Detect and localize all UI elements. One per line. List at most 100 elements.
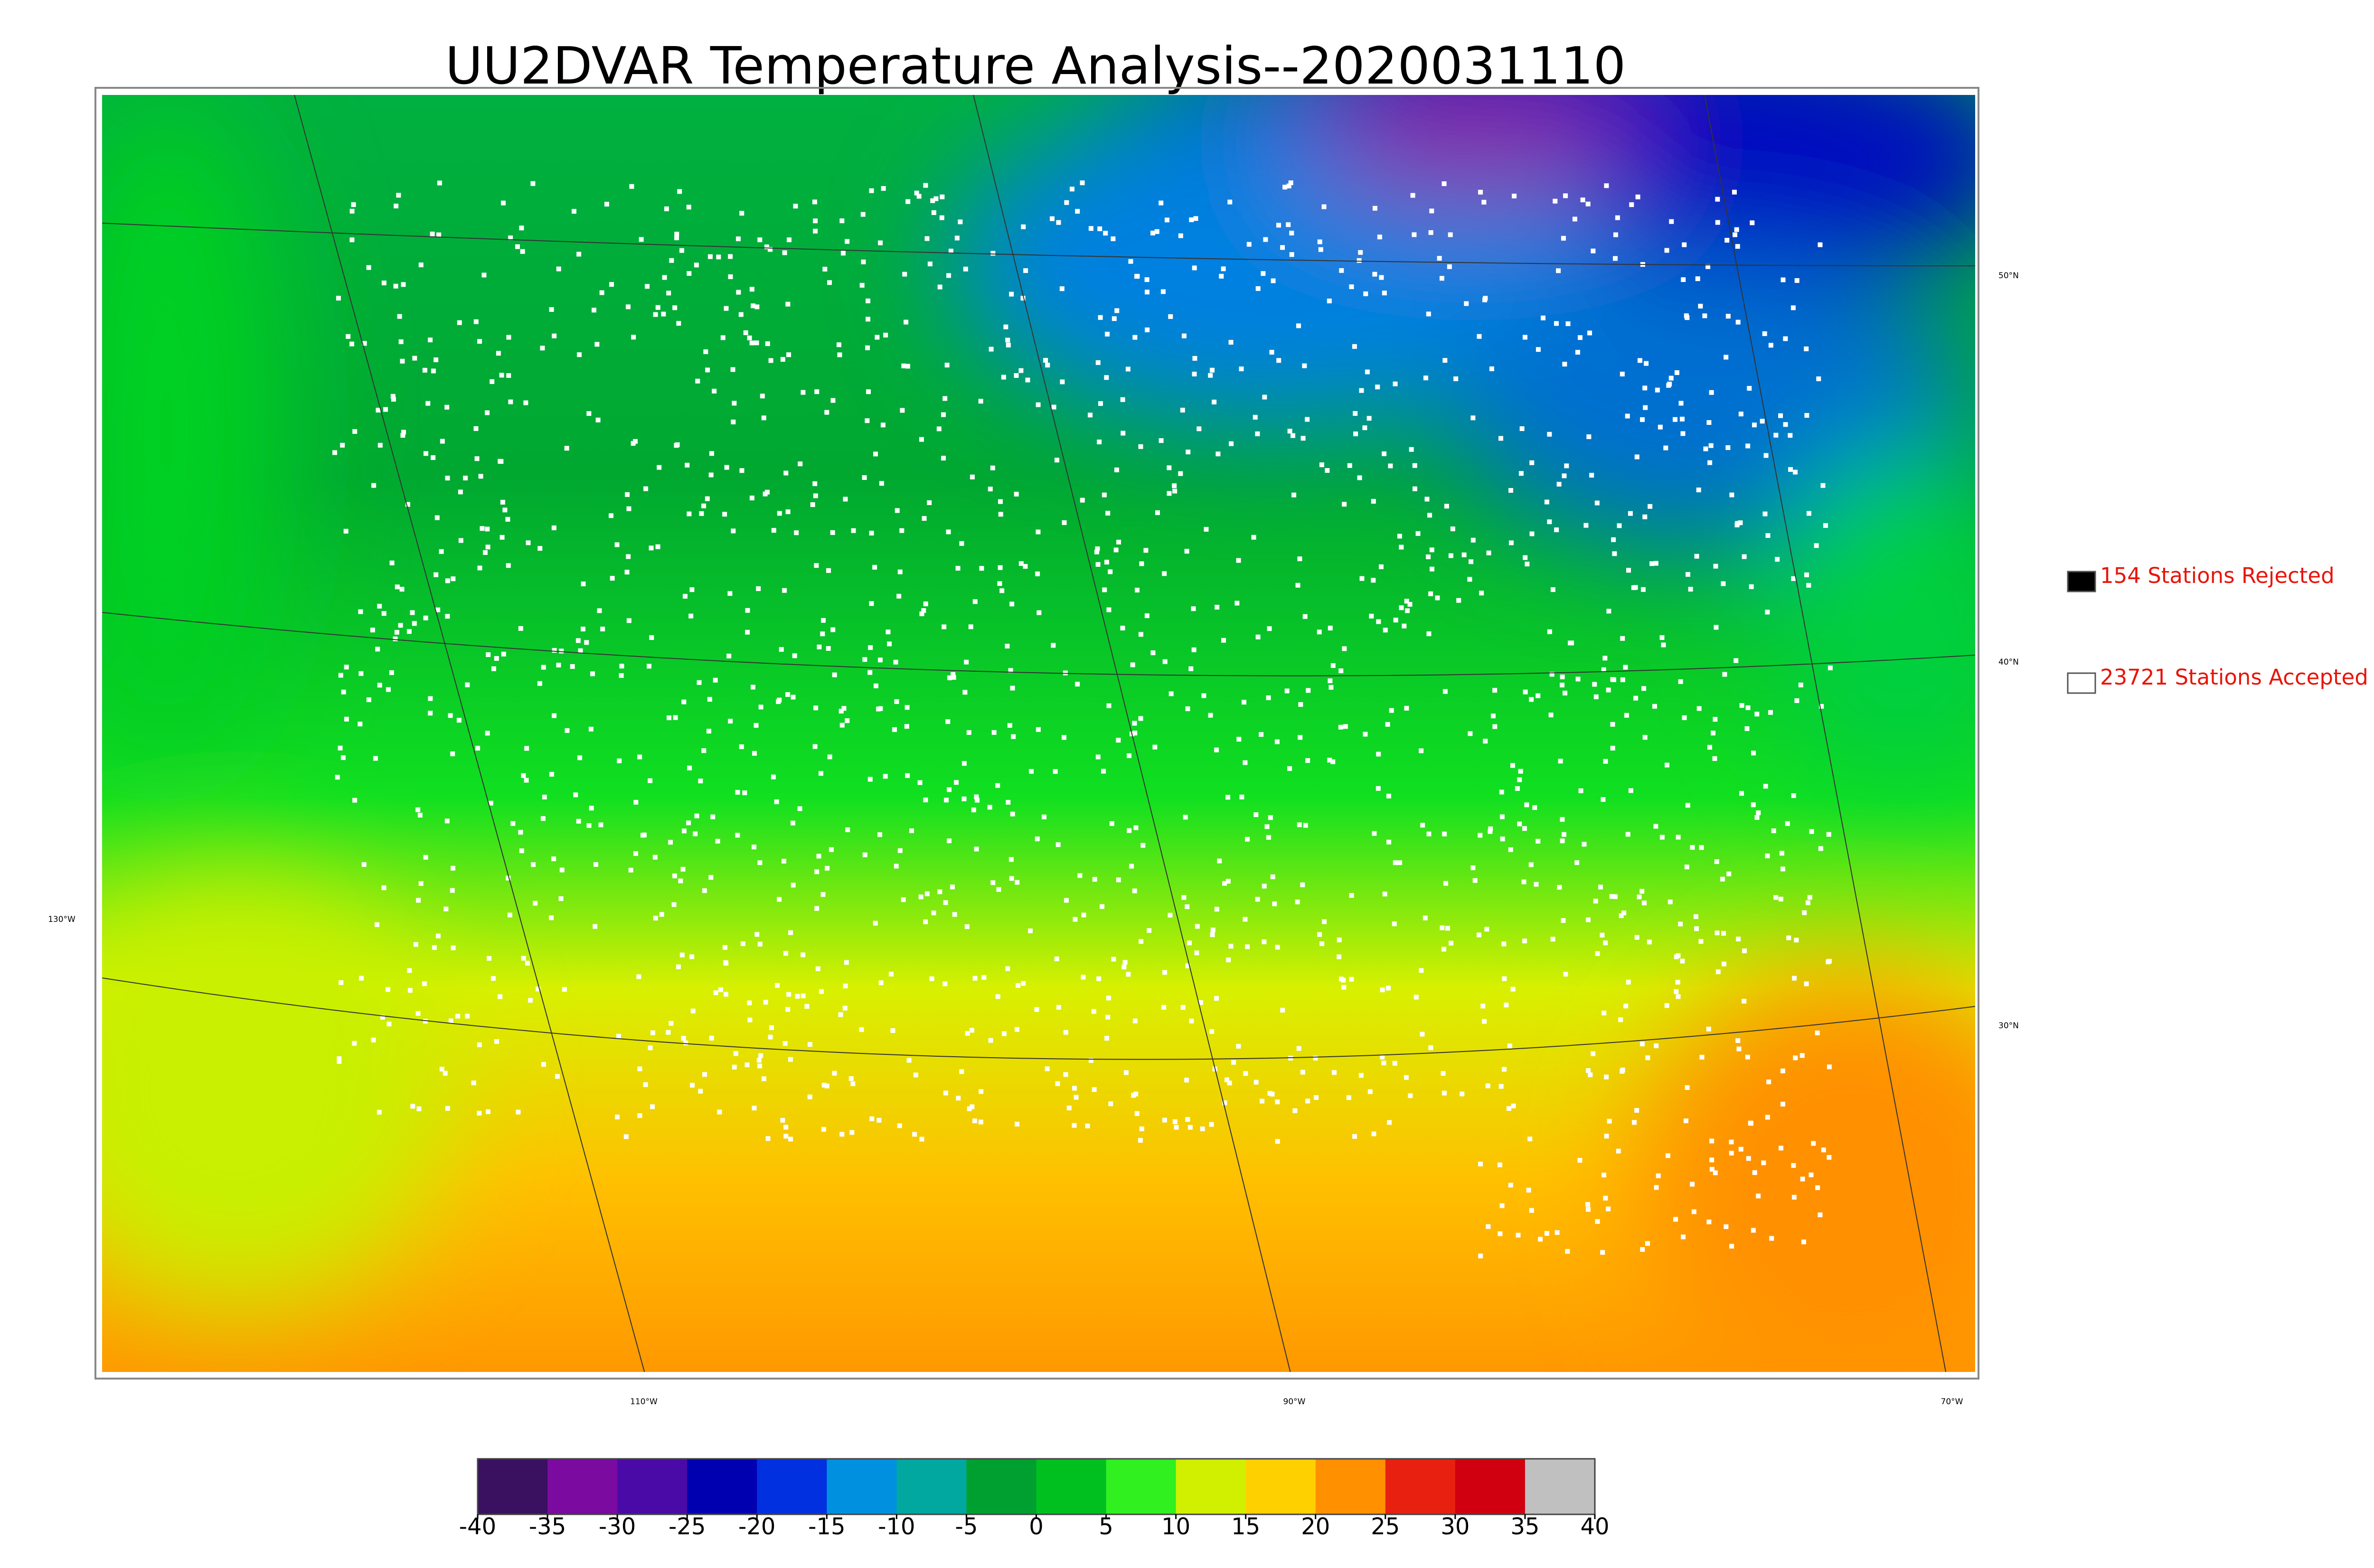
station-dot — [1794, 938, 1799, 943]
station-dot — [510, 821, 516, 826]
station-dot — [1564, 463, 1569, 469]
station-dot — [1371, 578, 1376, 583]
station-dot — [757, 860, 763, 865]
station-dot — [1525, 562, 1530, 567]
station-dot — [1606, 687, 1611, 693]
station-dot — [859, 1027, 864, 1032]
station-dot — [1321, 204, 1327, 209]
station-dot — [1683, 1118, 1688, 1124]
station-dot — [931, 210, 936, 215]
station-dot — [425, 401, 431, 406]
station-dot — [1358, 250, 1363, 255]
station-dot — [923, 798, 928, 803]
station-dot — [749, 287, 754, 292]
station-dot — [1064, 200, 1069, 205]
station-dot — [1713, 717, 1718, 722]
station-dot — [1210, 367, 1215, 373]
station-dot — [1490, 714, 1496, 719]
station-dot — [1721, 961, 1726, 967]
station-dot — [1428, 230, 1433, 235]
station-dot — [647, 664, 652, 669]
legend-label: 154 Stations Rejected — [2100, 563, 2335, 588]
station-dot — [813, 228, 818, 234]
station-dot — [1821, 1147, 1826, 1153]
station-dot — [518, 626, 523, 631]
station-dot — [726, 653, 732, 658]
station-dot — [912, 1132, 917, 1137]
station-dot — [1272, 901, 1277, 907]
colorbar-segment — [617, 1459, 688, 1514]
station-dot — [394, 203, 399, 208]
station-dot — [947, 838, 952, 844]
station-dot — [1445, 926, 1451, 931]
station-dot — [941, 412, 946, 417]
station-dot — [1380, 987, 1385, 993]
station-dot — [1804, 572, 1809, 577]
station-dot — [435, 933, 441, 939]
station-dot — [671, 902, 677, 907]
station-dot — [1104, 375, 1109, 380]
station-dot — [624, 570, 630, 575]
station-dot — [1791, 1163, 1796, 1168]
station-dot — [1003, 324, 1008, 329]
station-dot — [918, 894, 923, 900]
station-dot — [1827, 958, 1832, 964]
station-dot — [1001, 1031, 1007, 1036]
station-dot — [813, 705, 819, 711]
station-dot — [520, 249, 525, 254]
station-dot — [1541, 315, 1546, 320]
station-dot — [650, 1104, 655, 1109]
colorbar: -40 -35 -30 -25 -20 -15 -10 -5 0 5 10 15 20 25 30 35 40 — [459, 1458, 1610, 1540]
station-dot — [697, 680, 702, 685]
station-dot — [1210, 932, 1215, 938]
station-dot — [774, 799, 779, 805]
station-dot — [423, 854, 428, 860]
station-dot — [1807, 895, 1812, 900]
station-dot — [1201, 693, 1206, 698]
station-dot — [990, 465, 995, 470]
station-dot — [1018, 368, 1024, 373]
station-dot — [1554, 1230, 1560, 1235]
station-dot — [1738, 412, 1743, 417]
station-dot — [821, 1127, 826, 1132]
station-dot — [880, 423, 886, 428]
station-dot — [1113, 547, 1119, 553]
station-dot — [1769, 1236, 1774, 1241]
station-dot — [1679, 416, 1685, 422]
station-dot — [358, 671, 364, 676]
station-dot — [1367, 1089, 1373, 1094]
station-dot — [1072, 1123, 1077, 1128]
station-dot — [1255, 634, 1261, 639]
station-dot — [344, 665, 349, 670]
station-dot — [1167, 491, 1172, 496]
station-dot — [971, 807, 976, 813]
station-dot — [1492, 724, 1498, 729]
station-dot — [786, 992, 791, 997]
station-dot — [942, 981, 948, 986]
station-dot — [1674, 370, 1679, 375]
station-dot — [1469, 559, 1474, 564]
station-dot — [648, 778, 653, 783]
station-dot — [843, 983, 848, 988]
station-dot — [1075, 682, 1080, 687]
station-dot — [1591, 248, 1596, 254]
station-dot — [783, 1125, 789, 1130]
station-dot — [518, 830, 523, 835]
station-dot — [1634, 935, 1639, 940]
station-dot — [410, 610, 415, 615]
station-dot — [724, 306, 729, 311]
station-dot — [783, 1134, 789, 1139]
station-dot — [867, 777, 873, 782]
station-dot — [959, 541, 964, 546]
station-dot — [1548, 713, 1554, 718]
station-dot — [905, 364, 910, 369]
station-dot — [1720, 876, 1725, 882]
station-dot — [1574, 860, 1580, 865]
colorbar-tick-label: 25 — [1371, 1513, 1400, 1540]
station-dot — [1733, 658, 1739, 663]
station-dot — [1751, 751, 1756, 756]
station-dot — [1327, 758, 1332, 763]
station-dot — [386, 687, 391, 692]
station-dot — [678, 878, 683, 883]
station-dot — [1073, 917, 1078, 922]
